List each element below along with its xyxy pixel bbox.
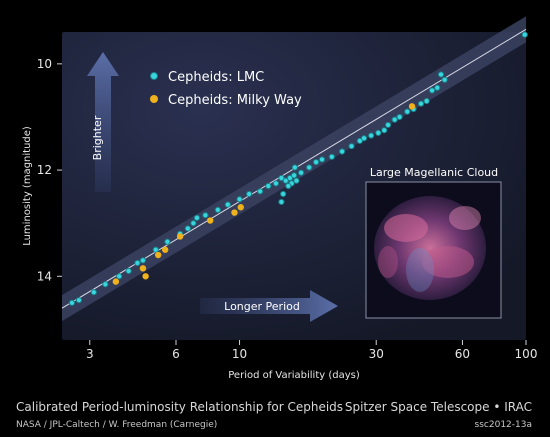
lmc-point bbox=[214, 206, 221, 213]
lmc-point bbox=[384, 121, 392, 129]
lmc-point bbox=[338, 148, 346, 155]
figure-caption: Calibrated Period-luminosity Relationshi… bbox=[16, 400, 344, 414]
series-milky-way bbox=[112, 103, 416, 285]
milky-way-point bbox=[237, 204, 244, 211]
lmc-point bbox=[306, 164, 313, 171]
lmc-point bbox=[285, 182, 292, 190]
legend: Cepheids: LMC Cepheids: Milky Way bbox=[150, 70, 302, 108]
milky-way-point bbox=[231, 209, 238, 216]
lmc-point bbox=[375, 129, 382, 136]
y-axis-ticks: 10 12 14 bbox=[37, 57, 62, 283]
x-tick-label: 100 bbox=[515, 347, 538, 361]
lmc-point bbox=[75, 297, 83, 304]
lmc-point bbox=[381, 127, 388, 134]
lmc-point bbox=[90, 289, 97, 296]
milky-way-point bbox=[139, 265, 147, 272]
lmc-point bbox=[224, 201, 231, 208]
lmc-point bbox=[116, 273, 123, 280]
milky-way-point bbox=[408, 103, 416, 110]
lmc-point bbox=[291, 164, 298, 171]
x-axis-ticks: 3 6 10 30 60 100 bbox=[86, 340, 538, 361]
lmc-point bbox=[282, 177, 289, 184]
inset-title: Large Magellanic Cloud bbox=[370, 166, 498, 179]
x-tick-label: 3 bbox=[86, 347, 94, 361]
legend-mw-label: Cepheids: Milky Way bbox=[168, 93, 302, 108]
lmc-point bbox=[257, 188, 264, 195]
lmc-point bbox=[246, 190, 253, 198]
lmc-point bbox=[328, 153, 335, 160]
legend-lmc-label: Cepheids: LMC bbox=[168, 70, 264, 85]
lmc-point bbox=[396, 113, 403, 121]
lmc-point bbox=[125, 267, 132, 275]
lmc-point bbox=[139, 257, 147, 264]
lmc-point bbox=[278, 198, 285, 206]
milky-way-point bbox=[176, 233, 184, 240]
lmc-point bbox=[184, 225, 191, 232]
mission-label: Spitzer Space Telescope • IRAC bbox=[344, 400, 532, 414]
longer-period-label: Longer Period bbox=[224, 300, 300, 313]
lmc-point bbox=[190, 220, 197, 227]
brighter-arrow: Brighter bbox=[87, 52, 119, 192]
milky-way-point bbox=[207, 217, 214, 224]
lmc-point bbox=[193, 214, 201, 221]
legend-mw-marker bbox=[150, 95, 158, 103]
y-tick-label: 10 bbox=[37, 57, 52, 71]
lmc-point bbox=[202, 212, 209, 219]
lmc-point bbox=[152, 246, 159, 253]
lmc-point bbox=[417, 100, 425, 107]
lmc-point bbox=[102, 281, 109, 288]
lmc-point bbox=[360, 135, 368, 142]
lmc-point bbox=[293, 177, 300, 184]
lmc-point bbox=[278, 174, 285, 182]
lmc-point bbox=[265, 182, 272, 190]
x-tick-label: 6 bbox=[172, 347, 180, 361]
lmc-point bbox=[134, 259, 141, 267]
series-lmc bbox=[68, 31, 528, 306]
lmc-point bbox=[272, 180, 280, 187]
x-tick-label: 30 bbox=[369, 347, 384, 361]
lmc-point bbox=[521, 31, 528, 38]
milky-way-point bbox=[142, 273, 149, 280]
lmc-point bbox=[68, 299, 76, 306]
lmc-point bbox=[290, 172, 298, 179]
lmc-point bbox=[312, 159, 320, 166]
lmc-point bbox=[348, 143, 355, 150]
credit-line: NASA / JPL-Caltech / W. Freedman (Carneg… bbox=[16, 420, 218, 430]
lmc-point bbox=[423, 97, 430, 105]
legend-lmc-marker bbox=[150, 72, 158, 80]
lmc-point bbox=[404, 108, 411, 115]
lmc-point bbox=[297, 169, 305, 176]
x-tick-label: 60 bbox=[455, 347, 470, 361]
lmc-point bbox=[368, 132, 375, 139]
y-axis-label: Luminosity (magnitude) bbox=[22, 126, 33, 246]
lmc-inset: Large Magellanic Cloud bbox=[365, 166, 502, 319]
lmc-point bbox=[280, 190, 287, 198]
lmc-point bbox=[434, 84, 441, 91]
milky-way-point bbox=[112, 278, 120, 285]
lmc-point bbox=[437, 71, 445, 78]
lmc-point bbox=[318, 156, 326, 163]
lmc-point bbox=[391, 116, 398, 123]
image-id: ssc2012-13a bbox=[474, 420, 532, 430]
milky-way-point bbox=[161, 246, 169, 253]
lmc-point bbox=[441, 76, 448, 83]
milky-way-point bbox=[154, 251, 162, 259]
lmc-point bbox=[164, 238, 171, 245]
longer-period-arrow: Longer Period bbox=[200, 290, 338, 322]
y-tick-label: 14 bbox=[37, 269, 52, 283]
lmc-point bbox=[236, 196, 243, 203]
brighter-label: Brighter bbox=[91, 115, 104, 160]
y-tick-label: 12 bbox=[37, 163, 52, 177]
lmc-point bbox=[428, 87, 436, 94]
x-axis-label: Period of Variability (days) bbox=[228, 370, 360, 381]
x-tick-label: 10 bbox=[232, 347, 247, 361]
